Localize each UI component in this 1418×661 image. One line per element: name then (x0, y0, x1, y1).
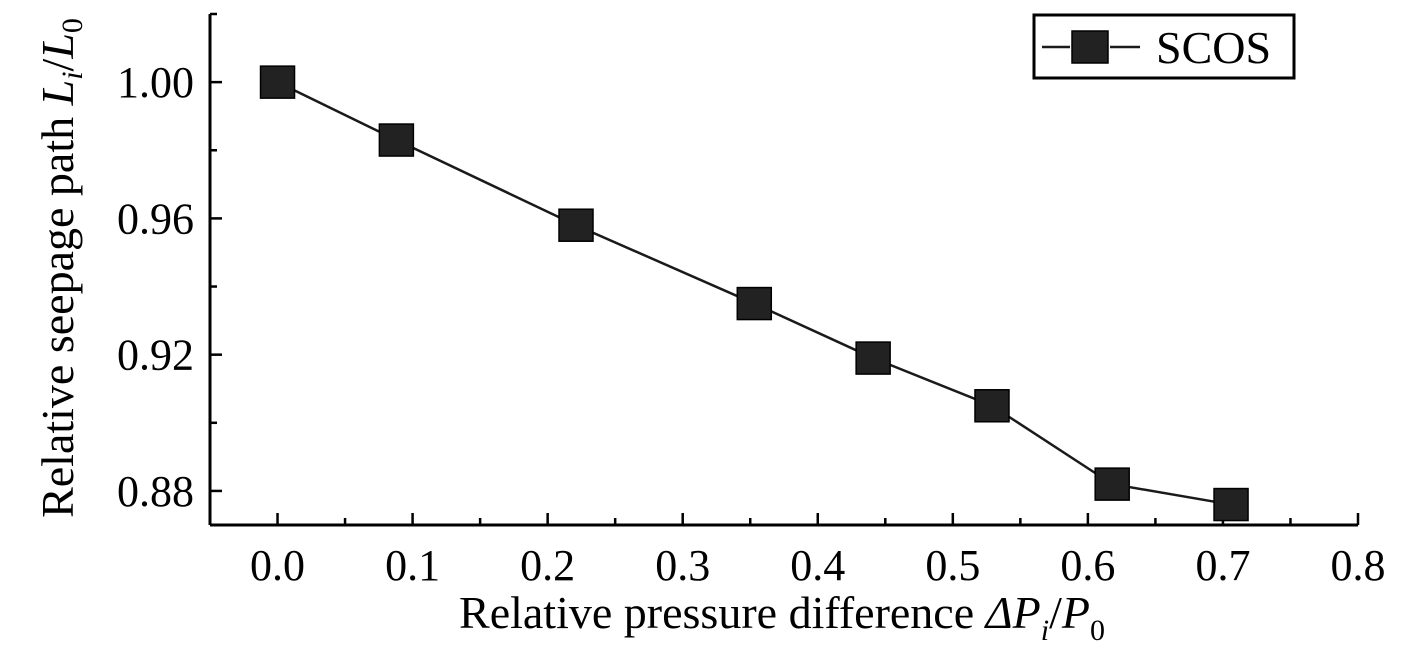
x-axis-title-sub1: i (1041, 614, 1049, 647)
series-line (276, 81, 1232, 506)
data-point (736, 286, 773, 321)
x-axis-title-slash: / (1049, 587, 1062, 638)
y-tick-label: 0.92 (117, 331, 194, 380)
x-tick-label: 0.7 (1195, 541, 1250, 590)
data-point (1213, 487, 1249, 522)
y-axis-title-sub1: i (56, 71, 89, 79)
x-tick-label: 0.0 (250, 541, 305, 590)
legend: SCOS (1032, 13, 1296, 80)
data-point (1094, 467, 1130, 501)
y-axis-title: Relative seepage path Li/L0 (32, 18, 89, 518)
y-tick-label: 0.96 (117, 194, 194, 243)
y-axis-title-main: Relative seepage path (32, 105, 83, 518)
y-axis-title-sym1: L (32, 80, 83, 107)
y-axis-title-sub2: 0 (56, 18, 89, 33)
x-tick-label: 0.1 (385, 541, 440, 590)
x-tick-label: 0.5 (925, 541, 980, 590)
y-tick-label: 0.88 (117, 467, 194, 516)
x-axis-title-sub2: 0 (1090, 614, 1105, 647)
legend-marker (1071, 30, 1109, 64)
x-tick-label: 0.2 (520, 541, 575, 590)
data-point (855, 341, 891, 375)
legend-label: SCOS (1156, 22, 1271, 73)
x-tick-label: 0.4 (790, 541, 845, 590)
x-axis-title-main: Relative pressure difference (459, 587, 986, 638)
data-point (558, 208, 594, 242)
ticks: 0.0 0.1 0.2 0.3 0.4 0.5 0.6 0.7 0.8 0.88 0.92 0.96 1… (117, 12, 1386, 590)
x-axis-title: Relative pressure difference ΔPi/P0 (459, 587, 1105, 647)
x-tick-label: 0.6 (1060, 541, 1115, 590)
x-tick-label: 0.3 (655, 541, 710, 590)
y-tick-label: 1.00 (117, 58, 194, 107)
y-axis-title-slash: / (32, 58, 83, 71)
data-point (974, 389, 1010, 423)
x-tick-label: 0.8 (1331, 541, 1386, 590)
x-axis-title-sym2: P (1061, 587, 1090, 638)
axes (208, 14, 1358, 527)
data-point (378, 123, 415, 157)
data-point (259, 65, 296, 99)
x-axis-title-sym1: ΔP (984, 587, 1041, 638)
y-axis-title-sym2: L (32, 33, 83, 60)
series-scos (259, 65, 1249, 522)
